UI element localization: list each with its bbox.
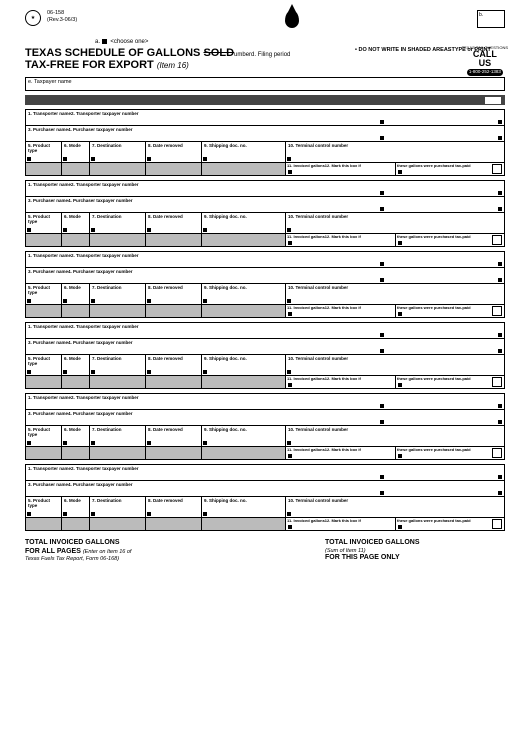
row-transporter[interactable]: 1. Transporter name2. Transporter taxpay… — [26, 251, 504, 267]
top-mid — [83, 10, 461, 33]
total-right-1: TOTAL INVOICED GALLONS — [325, 539, 505, 547]
entry-block: 1. Transporter name2. Transporter taxpay… — [25, 109, 505, 176]
state-seal-icon: ★ — [25, 10, 41, 26]
title-line1: TEXAS SCHEDULE OF GALLONS SOLDumberd. Fi… — [25, 47, 355, 59]
taxpayer-label: e. Taxpayer name — [28, 79, 72, 85]
white-box — [485, 97, 501, 104]
row-grey: 11. Invoiced gallons12. Mark this box if… — [26, 446, 504, 460]
entries-container: 1. Transporter name2. Transporter taxpay… — [25, 109, 505, 531]
tax-paid-checkbox[interactable] — [492, 306, 502, 316]
entry-block: 1. Transporter name2. Transporter taxpay… — [25, 322, 505, 389]
title-line2-text: TAX-FREE FOR EXPORT — [25, 59, 154, 71]
top-row: ★ 06-158 (Rev.3-06/3) b. — [25, 10, 505, 33]
title-item: (Item 16) — [157, 61, 189, 70]
square-marker-icon — [102, 39, 107, 44]
total-left-2: FOR ALL PAGES (Enter on Item 16 of — [25, 548, 325, 556]
tax-paid-checkbox[interactable] — [492, 235, 502, 245]
taxpayer-name-row[interactable]: e. Taxpayer name — [25, 77, 505, 91]
form-page: ★ 06-158 (Rev.3-06/3) b. a. <choose one>… — [0, 0, 530, 583]
total-left-2b: (Enter on Item 16 of — [83, 549, 132, 555]
row-transporter[interactable]: 1. Transporter name2. Transporter taxpay… — [26, 109, 504, 125]
entry-block: 1. Transporter name2. Transporter taxpay… — [25, 180, 505, 247]
call-us-badge: TEXAS TAX QUESTIONS CALL US 1-800-252-13… — [462, 46, 508, 76]
row-grey: 11. Invoiced gallons12. Mark this box if… — [26, 375, 504, 389]
tax-paid-checkbox[interactable] — [492, 448, 502, 458]
row-purchaser[interactable]: 3. Purchaser name4. Purchaser taxpayer n… — [26, 267, 504, 283]
tax-paid-checkbox[interactable] — [492, 164, 502, 174]
row-purchaser[interactable]: 3. Purchaser name4. Purchaser taxpayer n… — [26, 338, 504, 354]
dark-bar — [25, 95, 505, 105]
form-number: 06-158 — [47, 10, 77, 17]
total-right-3: FOR THIS PAGE ONLY — [325, 554, 505, 562]
title-part-a: TEXAS SCHEDULE OF GALLONS — [25, 47, 203, 59]
total-left-3: Texas Fuels Tax Report, Form 06-168) — [25, 556, 325, 563]
title-block: TEXAS SCHEDULE OF GALLONS SOLDumberd. Fi… — [25, 47, 355, 71]
a-label: a. — [95, 39, 100, 45]
form-number-block: 06-158 (Rev.3-06/3) — [47, 10, 77, 23]
choose-one: <choose one> — [110, 39, 148, 45]
total-left-1: TOTAL INVOICED GALLONS — [25, 539, 325, 547]
row-details-header: 5. Product type 6. Mode 7. Destination 8… — [26, 283, 504, 304]
row-transporter[interactable]: 1. Transporter name2. Transporter taxpay… — [26, 393, 504, 409]
row-grey: 11. Invoiced gallons12. Mark this box if… — [26, 162, 504, 176]
row-transporter[interactable]: 1. Transporter name2. Transporter taxpay… — [26, 180, 504, 196]
total-left-2a: FOR ALL PAGES — [25, 548, 81, 555]
totals-left: TOTAL INVOICED GALLONS FOR ALL PAGES (En… — [25, 539, 325, 562]
row-grey: 11. Invoiced gallons12. Mark this box if… — [26, 517, 504, 531]
row-transporter[interactable]: 1. Transporter name2. Transporter taxpay… — [26, 464, 504, 480]
row-details-header: 5. Product type 6. Mode 7. Destination 8… — [26, 141, 504, 162]
entry-block: 1. Transporter name2. Transporter taxpay… — [25, 251, 505, 318]
title-tail: umberd. Filing period — [234, 52, 290, 58]
tax-paid-checkbox[interactable] — [492, 519, 502, 529]
title-row: TEXAS SCHEDULE OF GALLONS SOLDumberd. Fi… — [25, 47, 505, 71]
form-revision: (Rev.3-06/3) — [47, 17, 77, 24]
entry-block: 1. Transporter name2. Transporter taxpay… — [25, 464, 505, 531]
row-grey: 11. Invoiced gallons12. Mark this box if… — [26, 304, 504, 318]
row-purchaser[interactable]: 3. Purchaser name4. Purchaser taxpayer n… — [26, 196, 504, 212]
droplet-icon — [285, 10, 299, 28]
phone-number: 1-800-252-1383 — [467, 69, 503, 76]
title-sold: SOLD — [203, 47, 234, 59]
title-line2: TAX-FREE FOR EXPORT (Item 16) — [25, 59, 355, 71]
row-details-header: 5. Product type 6. Mode 7. Destination 8… — [26, 425, 504, 446]
row-grey: 11. Invoiced gallons12. Mark this box if… — [26, 233, 504, 247]
row-details-header: 5. Product type 6. Mode 7. Destination 8… — [26, 212, 504, 233]
row-transporter[interactable]: 1. Transporter name2. Transporter taxpay… — [26, 322, 504, 338]
row-details-header: 5. Product type 6. Mode 7. Destination 8… — [26, 354, 504, 375]
row-details-header: 5. Product type 6. Mode 7. Destination 8… — [26, 496, 504, 517]
total-right-2: (Sum of Item 11) — [325, 548, 505, 555]
entry-block: 1. Transporter name2. Transporter taxpay… — [25, 393, 505, 460]
tax-paid-checkbox[interactable] — [492, 377, 502, 387]
row-purchaser[interactable]: 3. Purchaser name4. Purchaser taxpayer n… — [26, 409, 504, 425]
totals-row: TOTAL INVOICED GALLONS FOR ALL PAGES (En… — [25, 539, 505, 562]
row-purchaser[interactable]: 3. Purchaser name4. Purchaser taxpayer n… — [26, 125, 504, 141]
a-line: a. <choose one> — [95, 39, 505, 45]
totals-right: TOTAL INVOICED GALLONS (Sum of Item 11) … — [325, 539, 505, 562]
b-label: b. — [479, 12, 483, 18]
b-box[interactable]: b. — [477, 10, 505, 28]
us-big: US — [462, 59, 508, 68]
row-purchaser[interactable]: 3. Purchaser name4. Purchaser taxpayer n… — [26, 480, 504, 496]
